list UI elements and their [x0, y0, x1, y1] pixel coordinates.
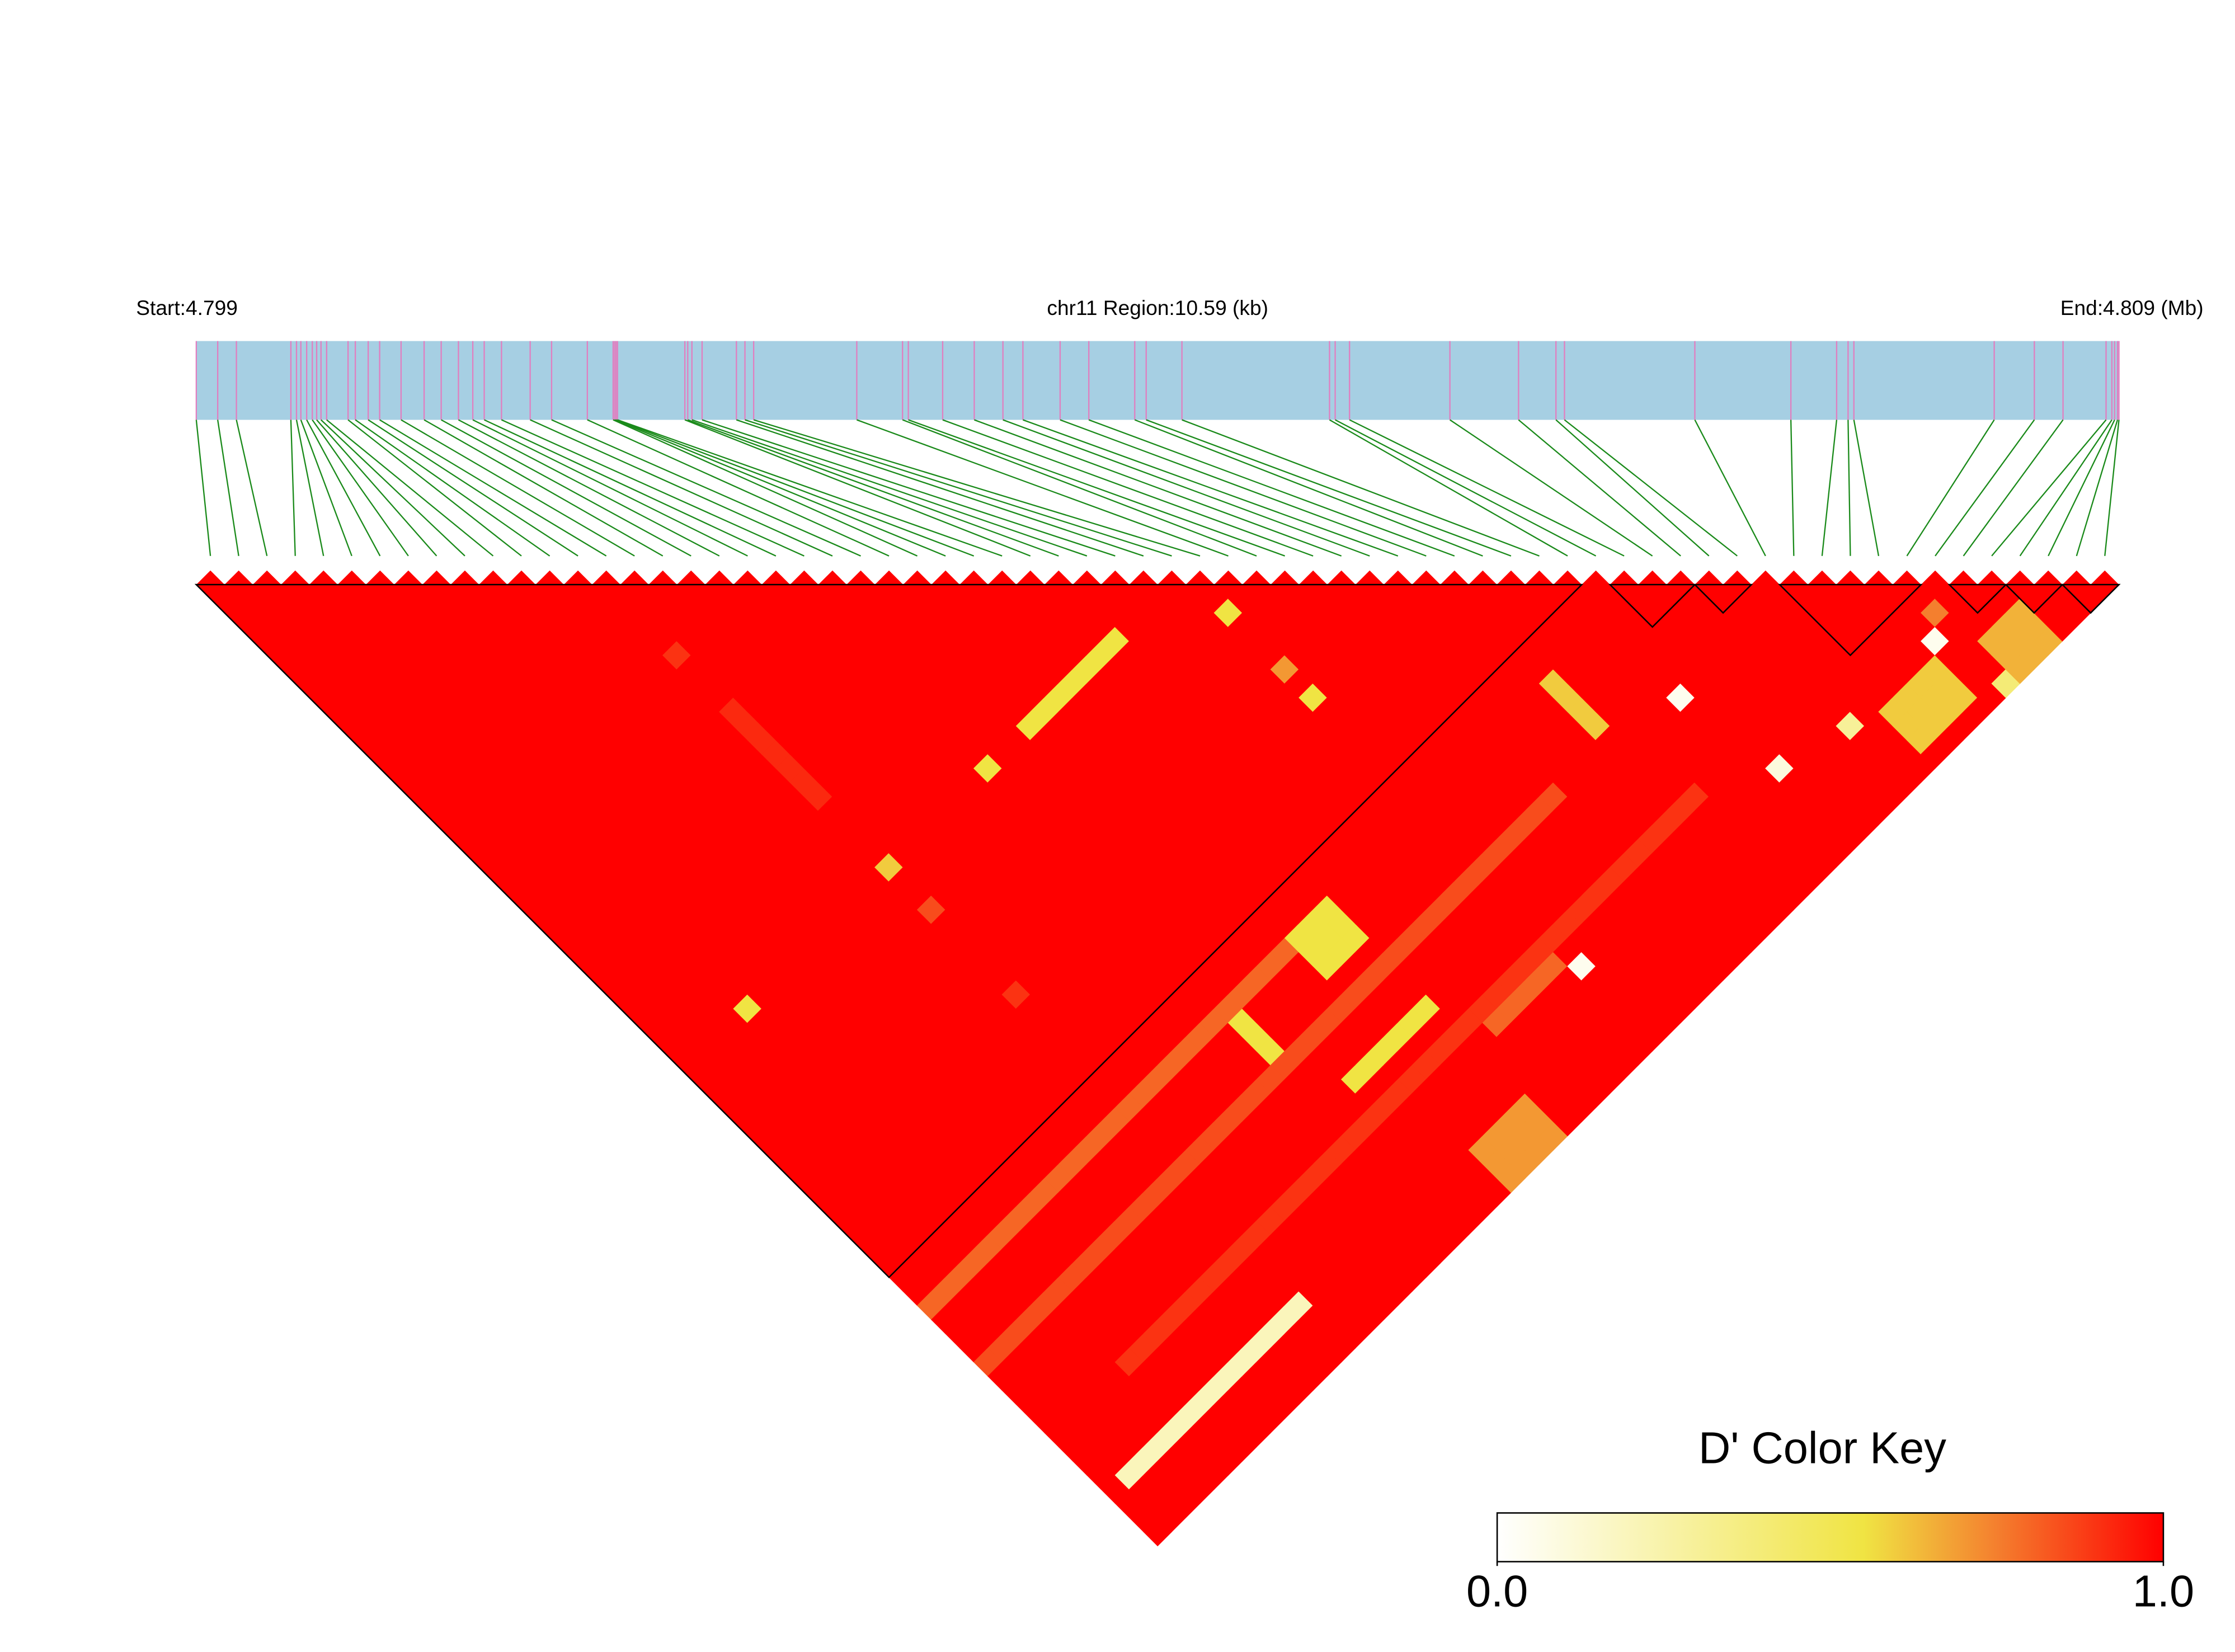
ld-block [1777, 583, 1923, 657]
connector [290, 420, 296, 556]
connector [300, 420, 352, 557]
connector [942, 419, 1314, 557]
connector [312, 419, 409, 557]
connector [530, 419, 833, 557]
connector [1182, 419, 1540, 557]
ld-block [1608, 583, 1697, 628]
connector [691, 419, 1088, 557]
connector [617, 419, 1003, 557]
start-label: Start:4.799 [136, 296, 238, 319]
connector [1564, 419, 1738, 557]
region-label: chr11 Region:10.59 (kb) [1047, 296, 1268, 319]
connector [217, 420, 239, 556]
connector [684, 419, 1031, 557]
connector [2048, 419, 2115, 557]
connector [587, 419, 890, 557]
region-bar [196, 341, 2119, 420]
connector [1963, 419, 2064, 557]
connector [458, 419, 720, 557]
connector [908, 419, 1286, 557]
connector [472, 419, 748, 557]
connector [2076, 420, 2119, 557]
connector [1821, 420, 1838, 556]
connector [1329, 419, 1568, 557]
connector [857, 419, 1229, 557]
connector [974, 419, 1342, 557]
ld-block [2004, 583, 2064, 614]
connector [614, 419, 946, 557]
key-title: D' Color Key [1698, 1423, 1946, 1472]
connector [902, 419, 1257, 557]
ld-blocks [194, 583, 2121, 1279]
connector [613, 419, 918, 557]
connector [1694, 419, 1766, 557]
connector [1555, 419, 1710, 557]
connector [1991, 419, 2107, 557]
connector [615, 419, 975, 557]
connector [551, 419, 861, 557]
connector [1853, 420, 1880, 556]
connector [401, 419, 635, 557]
connectors [195, 419, 2120, 557]
connector [295, 420, 324, 556]
end-label: End:4.809 (Mb) [2060, 296, 2204, 319]
connector [1134, 419, 1483, 557]
key-tick-label: 1.0 [2133, 1566, 2194, 1616]
connector [484, 419, 777, 557]
connector [326, 419, 494, 557]
connector [1088, 419, 1455, 557]
connector [753, 419, 1201, 557]
ld-block [194, 583, 1584, 1279]
connector [1060, 419, 1427, 557]
color-key-bar [1496, 1512, 2165, 1562]
connector [687, 419, 1059, 557]
ld-block [1693, 583, 1753, 614]
connector [1003, 419, 1370, 557]
connector [347, 419, 522, 557]
connector [1146, 419, 1512, 557]
connector [1518, 419, 1681, 557]
connector [1349, 419, 1625, 557]
connector [379, 419, 607, 557]
connector [2019, 419, 2112, 557]
color-key: 0.0 1.0 [1466, 1512, 2194, 1616]
connector [320, 419, 465, 557]
connector [1847, 420, 1851, 556]
connector [736, 419, 1144, 557]
ld-block [2060, 583, 2121, 614]
connector [1023, 419, 1399, 557]
key-tick-label: 0.0 [1466, 1566, 1528, 1616]
connector [702, 419, 1116, 557]
connector [1935, 419, 2035, 557]
connector [1906, 419, 1995, 557]
connector [368, 419, 578, 557]
connector [355, 419, 550, 557]
region-bar-group [195, 341, 2120, 420]
ld-block [1947, 583, 2008, 614]
connector [1790, 420, 1795, 556]
connector [195, 420, 211, 556]
heatmap [210, 584, 2106, 1547]
connector [2104, 420, 2120, 556]
connector [316, 419, 437, 557]
connector [501, 419, 804, 557]
connector [1335, 419, 1597, 557]
connector [1450, 419, 1653, 557]
connector [441, 419, 691, 557]
connector [745, 419, 1172, 557]
connector [306, 419, 381, 557]
connector [236, 420, 268, 557]
connector [424, 419, 664, 557]
